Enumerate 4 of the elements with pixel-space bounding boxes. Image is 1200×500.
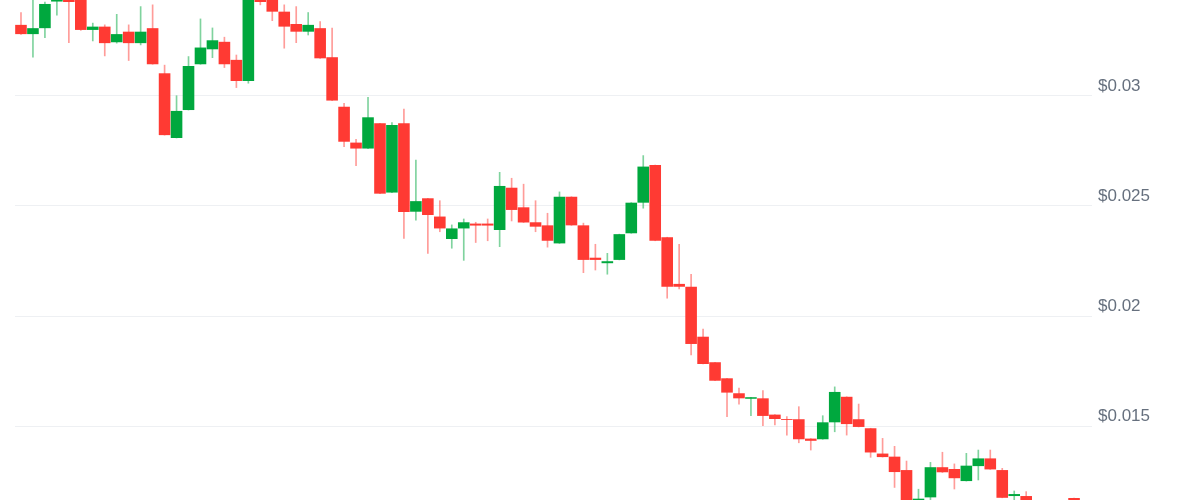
y-tick-label: $0.03: [1098, 75, 1141, 95]
y-tick-label: $0.02: [1098, 295, 1141, 315]
y-tick-label: $0.015: [1098, 405, 1150, 425]
y-tick-label: $0.025: [1098, 185, 1150, 205]
